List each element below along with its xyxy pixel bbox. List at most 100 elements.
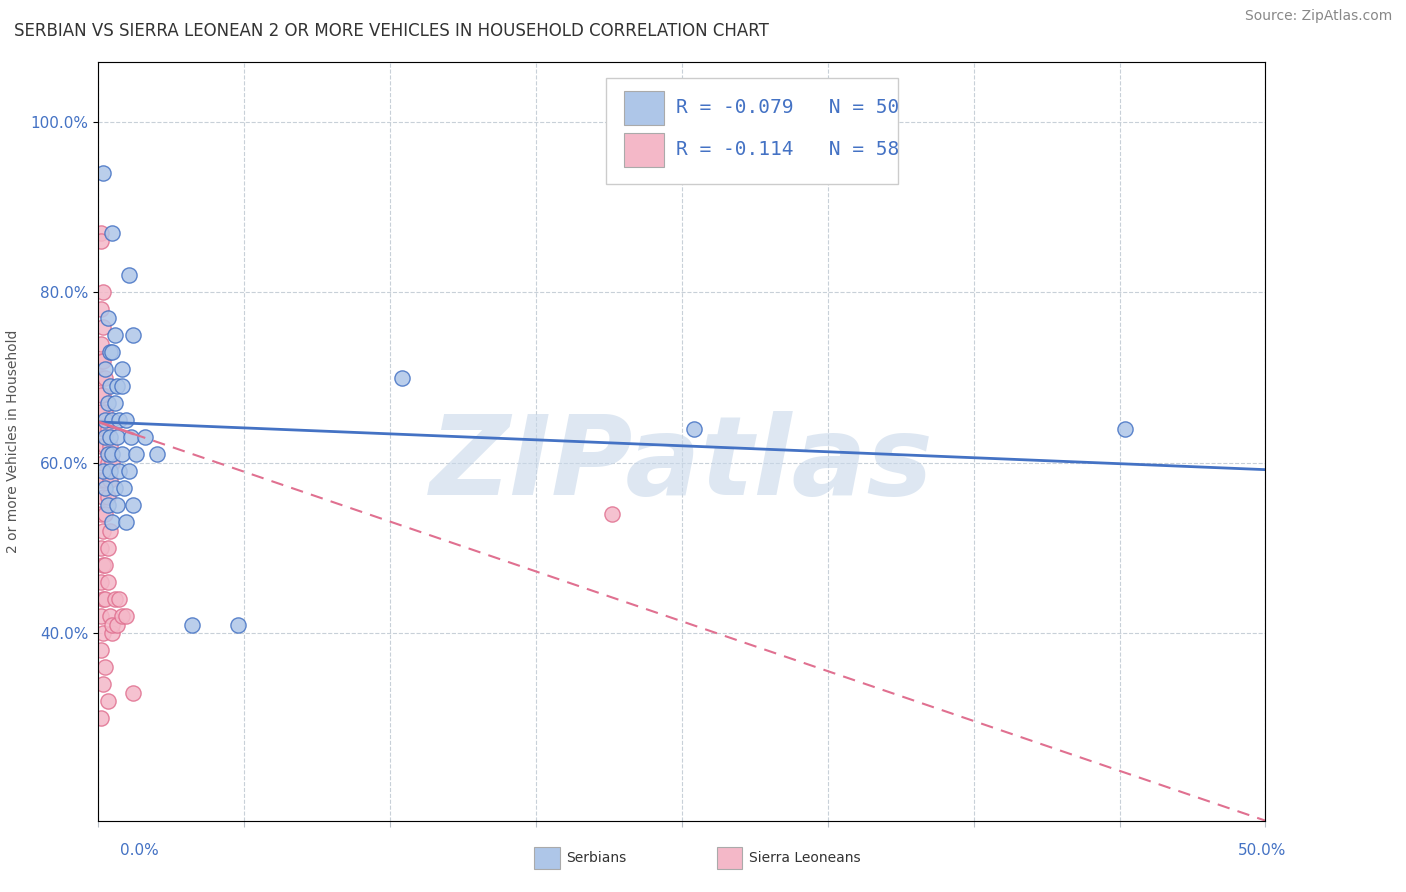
- Point: [91, 464, 114, 478]
- Point: [91, 677, 114, 691]
- Point: [98, 430, 121, 444]
- Point: [1114, 422, 1136, 436]
- Point: [90, 370, 112, 384]
- Point: [90, 302, 112, 317]
- Point: [94, 370, 117, 384]
- Point: [97, 541, 120, 555]
- Point: [94, 439, 117, 453]
- Point: [94, 405, 117, 419]
- Point: [112, 482, 135, 496]
- Point: [91, 422, 114, 436]
- Point: [146, 447, 169, 461]
- Point: [101, 617, 124, 632]
- Point: [118, 268, 141, 283]
- Point: [97, 490, 120, 504]
- Point: [91, 490, 114, 504]
- Point: [120, 430, 142, 444]
- Point: [105, 430, 128, 444]
- Point: [122, 499, 145, 513]
- FancyBboxPatch shape: [624, 91, 665, 125]
- Point: [101, 226, 124, 240]
- Point: [94, 430, 117, 444]
- Point: [101, 413, 124, 427]
- Text: Source: ZipAtlas.com: Source: ZipAtlas.com: [1244, 9, 1392, 23]
- Point: [391, 370, 413, 384]
- Text: SERBIAN VS SIERRA LEONEAN 2 OR MORE VEHICLES IN HOUSEHOLD CORRELATION CHART: SERBIAN VS SIERRA LEONEAN 2 OR MORE VEHI…: [14, 22, 769, 40]
- Point: [90, 609, 112, 624]
- Text: 50.0%: 50.0%: [1239, 843, 1286, 858]
- Point: [90, 353, 112, 368]
- Point: [94, 482, 117, 496]
- Point: [90, 575, 112, 590]
- Point: [90, 226, 112, 240]
- Point: [118, 464, 141, 478]
- Point: [101, 345, 124, 359]
- Y-axis label: 2 or more Vehicles in Household: 2 or more Vehicles in Household: [6, 330, 20, 553]
- Point: [91, 626, 114, 640]
- Point: [90, 473, 112, 487]
- Point: [115, 413, 138, 427]
- Point: [122, 328, 145, 343]
- Point: [97, 447, 120, 461]
- Point: [94, 507, 117, 521]
- Point: [104, 482, 127, 496]
- Point: [90, 336, 112, 351]
- Point: [97, 499, 120, 513]
- Point: [101, 626, 124, 640]
- Point: [90, 439, 112, 453]
- Point: [104, 396, 127, 410]
- Point: [115, 516, 138, 530]
- Point: [90, 507, 112, 521]
- Point: [180, 617, 202, 632]
- Point: [108, 464, 131, 478]
- Point: [105, 379, 128, 393]
- Point: [104, 328, 127, 343]
- Point: [94, 422, 117, 436]
- Point: [115, 609, 138, 624]
- Point: [98, 439, 121, 453]
- Point: [98, 379, 121, 393]
- Point: [111, 362, 134, 376]
- Point: [97, 456, 120, 470]
- Point: [90, 387, 112, 401]
- Point: [228, 617, 250, 632]
- Point: [111, 609, 134, 624]
- Point: [91, 524, 114, 538]
- Point: [94, 473, 117, 487]
- Point: [91, 387, 114, 401]
- Point: [94, 660, 117, 674]
- Point: [101, 516, 124, 530]
- Point: [98, 345, 121, 359]
- Point: [94, 592, 117, 607]
- Text: 0.0%: 0.0%: [120, 843, 159, 858]
- Point: [91, 166, 114, 180]
- Text: R = -0.079   N = 50: R = -0.079 N = 50: [676, 98, 900, 118]
- Point: [134, 430, 156, 444]
- Point: [97, 575, 120, 590]
- Point: [600, 507, 623, 521]
- Text: Serbians: Serbians: [567, 851, 627, 865]
- Point: [125, 447, 148, 461]
- Point: [91, 456, 114, 470]
- Point: [111, 447, 134, 461]
- Point: [122, 686, 145, 700]
- Point: [91, 558, 114, 572]
- Point: [90, 541, 112, 555]
- Point: [97, 396, 120, 410]
- FancyBboxPatch shape: [624, 133, 665, 167]
- Point: [682, 422, 704, 436]
- Point: [104, 592, 127, 607]
- FancyBboxPatch shape: [606, 78, 898, 184]
- Point: [101, 456, 124, 470]
- Point: [98, 473, 121, 487]
- Text: ZIPatlas: ZIPatlas: [430, 411, 934, 517]
- Text: R = -0.114   N = 58: R = -0.114 N = 58: [676, 140, 900, 159]
- Point: [97, 422, 120, 436]
- Point: [91, 353, 114, 368]
- Point: [91, 592, 114, 607]
- Point: [98, 609, 121, 624]
- Point: [108, 413, 131, 427]
- Point: [94, 558, 117, 572]
- Point: [94, 413, 117, 427]
- Point: [97, 311, 120, 326]
